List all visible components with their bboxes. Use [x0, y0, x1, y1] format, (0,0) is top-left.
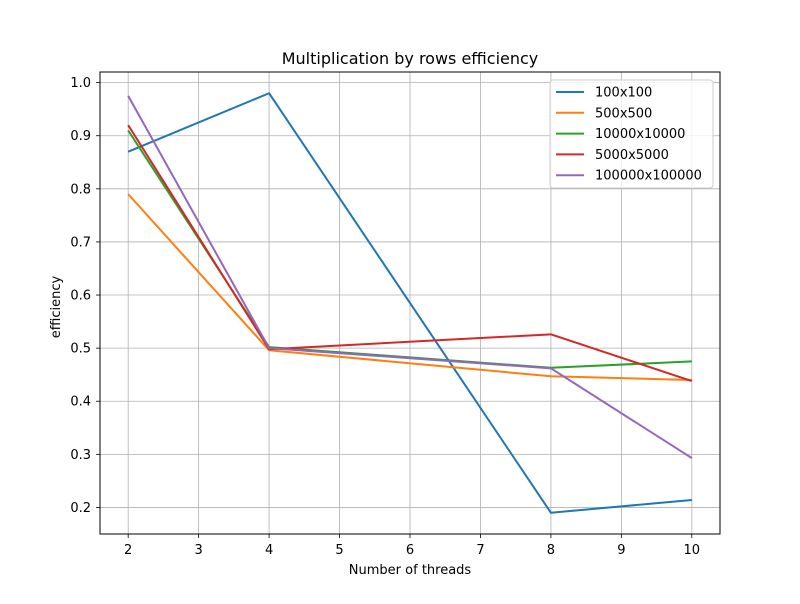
series-line-500x500 [127, 193, 692, 381]
y-tick-label: 0.2 [70, 501, 91, 516]
y-tick-label: 0.8 [70, 182, 91, 197]
x-tick-label: 4 [265, 543, 273, 558]
x-tick-label: 3 [194, 543, 202, 558]
y-tick-label: 0.5 [70, 342, 91, 357]
y-tick-label: 0.9 [70, 129, 91, 144]
y-tick-label: 0.4 [70, 395, 91, 410]
x-axis-ticks: 2 3 4 5 6 7 8 9 10 [124, 534, 700, 558]
y-tick-label: 0.7 [70, 235, 91, 250]
chart-title: Multiplication by rows efficiency [282, 49, 539, 68]
y-axis-label: efficiency [49, 275, 64, 338]
x-tick-label: 8 [547, 543, 555, 558]
y-axis-ticks: 0.2 0.3 0.4 0.5 0.6 0.7 0.8 0.9 1.0 [70, 76, 100, 516]
x-tick-label: 7 [476, 543, 484, 558]
legend: 100x100 500x500 10000x10000 5000x5000 100000… [549, 79, 714, 189]
x-tick-label: 9 [617, 543, 625, 558]
x-tick-label: 6 [406, 543, 414, 558]
x-axis-label: Number of threads [349, 563, 472, 578]
series-line-5000x5000 [127, 124, 693, 383]
legend-label: 10000x10000 [595, 127, 685, 142]
y-tick-label: 1.0 [70, 76, 91, 91]
series-line-100000x100000 [127, 95, 693, 459]
y-tick-label: 0.6 [70, 289, 91, 304]
legend-label: 500x500 [595, 106, 652, 121]
x-tick-label: 2 [124, 543, 132, 558]
legend-box [549, 79, 714, 189]
legend-label: 100x100 [595, 86, 652, 101]
x-tick-label: 5 [335, 543, 343, 558]
x-tick-label: 10 [684, 543, 701, 558]
series-lines [127, 92, 693, 514]
legend-label: 5000x5000 [595, 148, 669, 163]
y-tick-label: 0.3 [70, 448, 91, 463]
series-line-100x100 [127, 92, 692, 514]
legend-label: 100000x100000 [595, 169, 702, 184]
